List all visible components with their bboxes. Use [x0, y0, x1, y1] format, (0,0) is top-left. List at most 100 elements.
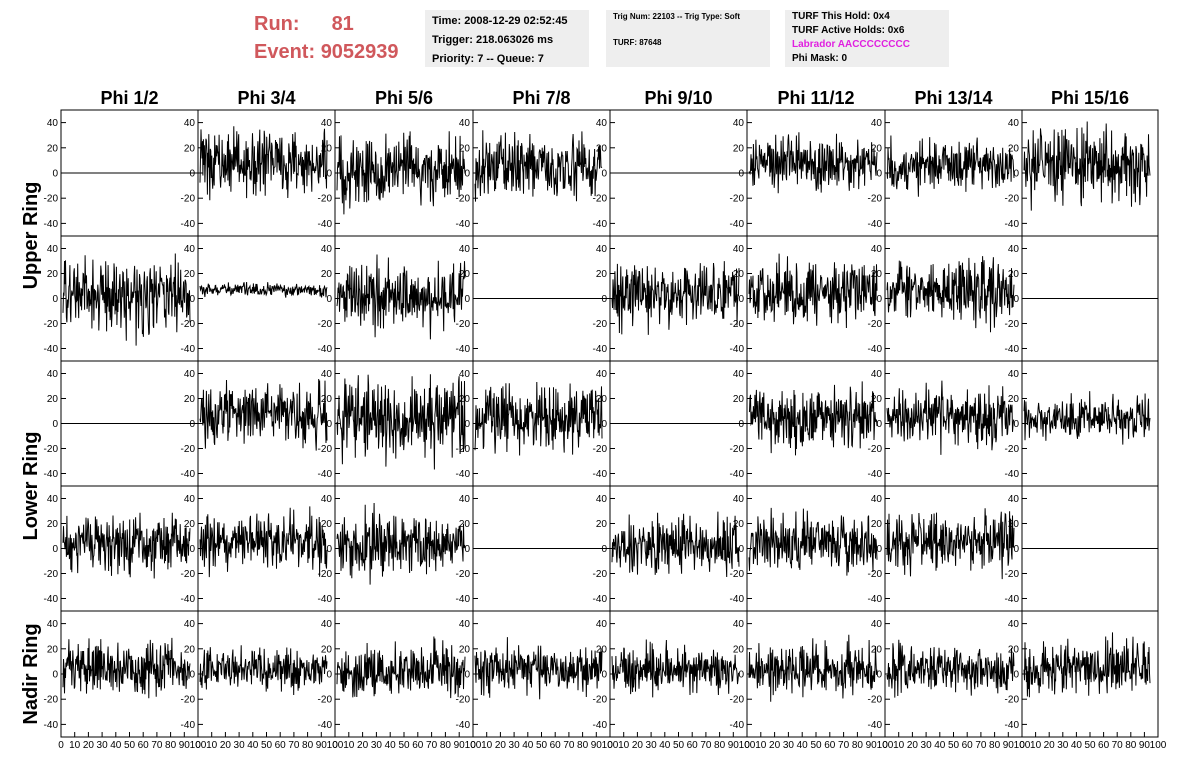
x-tick-label: 70 [151, 740, 163, 751]
waveform-panel: -40 -20 0 20 40 [1005, 235, 1159, 362]
column-header: Phi 7/8 [512, 88, 570, 108]
y-tick-label: -20 [318, 695, 333, 706]
y-tick-label: -40 [868, 720, 883, 731]
x-tick-label: 40 [659, 740, 671, 751]
waveform-panel: -40 -20 0 20 40 [456, 485, 611, 612]
priority-text: Priority: 7 -- Queue: 7 [432, 53, 544, 65]
y-tick-label: -20 [318, 444, 333, 455]
waveform-panel: -40 -20 0 20 40 [730, 610, 886, 738]
x-tick-label: 60 [1098, 740, 1110, 751]
y-tick-label: 0 [738, 670, 744, 681]
y-tick-label: 0 [876, 419, 882, 430]
x-tick-label: 50 [124, 740, 136, 751]
waveform-panel: -40 -20 0 20 40 [593, 485, 748, 612]
y-tick-label: 0 [464, 169, 470, 180]
x-tick-label: 20 [495, 740, 507, 751]
column-header: Phi 5/6 [375, 88, 433, 108]
x-tick-label: 10 [755, 740, 767, 751]
y-tick-label: 0 [1013, 169, 1019, 180]
y-tick-label: 20 [596, 644, 608, 655]
waveform-panel: -40 -20 0 20 40 [181, 360, 336, 487]
run-label: Run: [254, 13, 300, 35]
event-row: Event: 9052939 [254, 38, 399, 66]
y-tick-label: -40 [44, 594, 59, 605]
y-tick-label: 0 [464, 670, 470, 681]
y-tick-label: -40 [181, 344, 196, 355]
y-tick-label: 20 [596, 269, 608, 280]
event-label: Event: [254, 41, 316, 63]
y-tick-label: 0 [326, 169, 332, 180]
y-tick-label: -40 [593, 720, 608, 731]
y-tick-label: 20 [321, 269, 333, 280]
y-tick-label: 40 [733, 369, 745, 380]
y-tick-label: 0 [52, 544, 58, 555]
y-tick-label: 0 [876, 294, 882, 305]
waveform-panel: -40 -20 0 20 40 [456, 235, 611, 362]
waveform-trace [611, 639, 740, 698]
y-tick-label: 20 [1008, 519, 1020, 530]
time-text: Time: 2008-12-29 02:52:45 [432, 15, 568, 27]
y-tick-label: -20 [318, 319, 333, 330]
y-tick-label: -20 [730, 194, 745, 205]
x-tick-label: 20 [357, 740, 369, 751]
waveform-trace [748, 507, 878, 576]
x-tick-label: 50 [261, 740, 273, 751]
waveform-panel: -40 -20 0 20 40 [44, 235, 199, 362]
y-tick-label: 0 [464, 294, 470, 305]
waveform-trace [336, 131, 466, 215]
trigger-info-box: Trig Num: 22103 -- Trig Type: Soft TURF:… [606, 10, 770, 67]
y-tick-label: 20 [184, 519, 196, 530]
y-tick-label: -20 [318, 569, 333, 580]
y-tick-label: 20 [871, 644, 883, 655]
y-tick-label: 20 [1008, 143, 1020, 154]
y-tick-label: 40 [184, 619, 196, 630]
y-tick-label: -40 [44, 720, 59, 731]
phi-mask-text: Phi Mask: 0 [792, 53, 848, 64]
waveform-trace [886, 256, 1015, 333]
y-tick-label: 0 [189, 294, 195, 305]
y-tick-label: 0 [738, 294, 744, 305]
waveform-panel: -40 -20 0 20 40 [1005, 485, 1159, 612]
waveform-panel: -40 -20 0 20 40 [593, 235, 748, 362]
y-tick-label: -40 [730, 219, 745, 230]
x-tick-label: 80 [714, 740, 726, 751]
y-tick-label: 20 [321, 519, 333, 530]
y-tick-label: 0 [189, 169, 195, 180]
y-tick-label: 40 [459, 244, 471, 255]
y-tick-label: -40 [1005, 594, 1020, 605]
waveform-trace [748, 381, 878, 456]
y-tick-label: 0 [601, 419, 607, 430]
y-tick-label: -20 [181, 319, 196, 330]
y-tick-label: -20 [456, 569, 471, 580]
y-tick-label: 0 [326, 544, 332, 555]
y-tick-label: 40 [47, 118, 59, 129]
y-tick-label: -40 [318, 469, 333, 480]
y-tick-label: -20 [44, 194, 59, 205]
x-tick-label: 100 [1014, 740, 1031, 751]
x-tick-label: 70 [426, 740, 438, 751]
x-tick-label: 100 [465, 740, 482, 751]
y-tick-label: -40 [1005, 344, 1020, 355]
x-tick-label: 0 [1019, 740, 1025, 751]
waveform-panel: -40 -20 0 20 40 [44, 360, 199, 487]
y-tick-label: -20 [1005, 695, 1020, 706]
y-tick-label: -40 [456, 219, 471, 230]
y-tick-label: 40 [321, 494, 333, 505]
y-tick-label: -20 [456, 194, 471, 205]
y-tick-label: -40 [456, 594, 471, 605]
y-tick-label: 20 [47, 519, 59, 530]
y-tick-label: 40 [733, 619, 745, 630]
waveform-panel: -40 -20 0 20 40 [868, 235, 1023, 362]
y-tick-label: -20 [1005, 319, 1020, 330]
x-tick-label: 0 [744, 740, 750, 751]
waveform-trace [336, 636, 466, 699]
y-tick-label: -20 [44, 695, 59, 706]
y-tick-label: 40 [321, 118, 333, 129]
x-tick-label: 100 [190, 740, 207, 751]
y-tick-label: 0 [601, 294, 607, 305]
x-tick-label: 90 [316, 740, 328, 751]
y-tick-label: 20 [871, 269, 883, 280]
x-tick-label: 80 [577, 740, 589, 751]
y-tick-label: 20 [321, 394, 333, 405]
waveform-panel: -40 -20 0 20 40 [318, 235, 474, 362]
